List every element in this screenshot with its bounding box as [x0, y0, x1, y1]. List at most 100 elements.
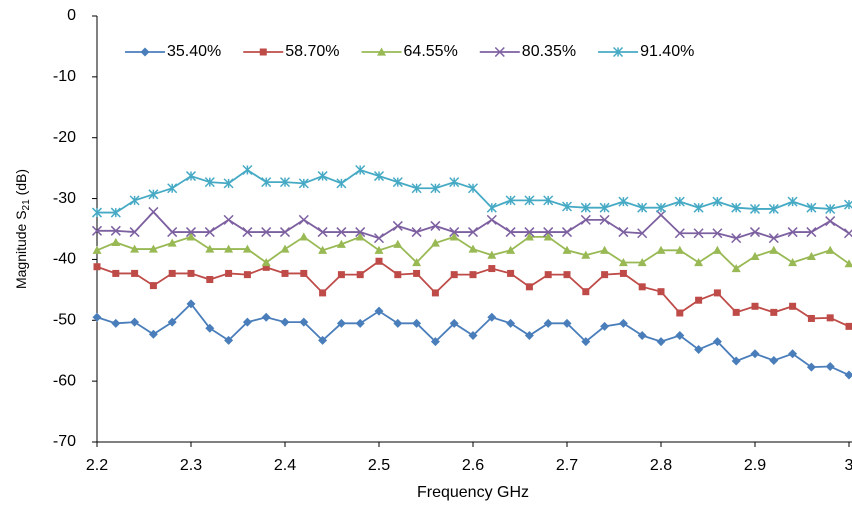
marker — [638, 283, 646, 291]
marker — [768, 203, 779, 214]
marker — [110, 207, 121, 218]
marker — [298, 178, 309, 189]
marker — [580, 214, 591, 225]
legend-label: 64.55% — [404, 43, 458, 60]
y-label-main: Magnitude S — [13, 210, 29, 289]
marker — [655, 202, 667, 213]
marker — [243, 271, 251, 279]
marker — [430, 337, 440, 347]
marker — [167, 227, 178, 238]
marker — [355, 164, 366, 175]
marker — [825, 245, 835, 254]
legend-marker — [140, 47, 150, 57]
y-tick-label: -70 — [53, 433, 76, 450]
marker — [599, 214, 610, 225]
x-axis-label: Frequency GHz — [417, 484, 529, 501]
marker — [167, 183, 178, 194]
marker — [561, 227, 573, 238]
marker — [280, 317, 290, 327]
marker — [806, 202, 817, 213]
marker — [749, 227, 761, 238]
marker — [712, 196, 723, 207]
marker — [525, 283, 533, 291]
marker — [713, 289, 721, 297]
marker — [789, 302, 797, 310]
y-tick-label: -40 — [53, 251, 76, 268]
marker — [524, 331, 534, 340]
marker — [694, 344, 704, 354]
marker — [487, 312, 497, 322]
marker — [148, 244, 158, 253]
marker — [731, 233, 742, 244]
marker — [601, 271, 609, 279]
marker — [111, 318, 121, 328]
marker — [129, 195, 140, 206]
series-line — [96, 235, 850, 270]
marker — [637, 331, 647, 340]
marker — [844, 370, 852, 380]
marker — [732, 308, 740, 316]
marker — [262, 263, 270, 271]
marker — [563, 271, 571, 279]
legend-label: 91.40% — [640, 43, 694, 60]
marker — [224, 335, 234, 345]
legend-label: 58.70% — [285, 43, 339, 60]
marker — [806, 362, 816, 372]
marker — [543, 227, 554, 238]
marker — [449, 177, 460, 188]
marker — [619, 269, 627, 277]
legend-label: 80.35% — [522, 43, 576, 60]
marker — [825, 362, 835, 372]
marker — [486, 202, 497, 213]
marker — [223, 178, 234, 189]
marker — [148, 329, 158, 339]
marker — [185, 171, 197, 182]
marker — [506, 245, 516, 254]
marker — [581, 250, 591, 259]
legend-marker — [613, 46, 624, 58]
marker — [769, 245, 779, 254]
marker — [806, 227, 817, 238]
marker — [168, 269, 176, 277]
marker — [694, 257, 704, 267]
series-line — [97, 210, 850, 240]
marker — [317, 227, 328, 238]
marker — [488, 265, 496, 273]
marker — [317, 171, 328, 182]
marker — [279, 227, 291, 238]
marker — [242, 164, 253, 175]
marker — [843, 199, 852, 210]
marker — [449, 227, 460, 238]
marker — [731, 202, 742, 213]
marker — [167, 238, 177, 247]
marker — [524, 232, 534, 241]
marker — [695, 296, 703, 304]
marker — [657, 288, 665, 296]
marker — [600, 321, 610, 331]
marker — [319, 289, 327, 297]
marker — [373, 233, 385, 244]
marker — [392, 177, 403, 188]
marker — [187, 269, 195, 277]
marker — [430, 183, 441, 194]
marker — [506, 318, 516, 328]
marker — [336, 227, 347, 238]
marker — [600, 245, 610, 254]
marker — [843, 228, 852, 239]
marker — [185, 227, 197, 238]
marker — [355, 232, 365, 241]
marker — [769, 355, 779, 365]
marker — [618, 257, 628, 267]
marker — [449, 232, 459, 241]
marker — [412, 257, 422, 267]
marker — [712, 245, 722, 254]
y-tick-label: -10 — [53, 68, 76, 85]
marker — [770, 308, 778, 316]
marker — [468, 331, 478, 340]
marker — [186, 232, 196, 241]
y-label-unit-text: (dB) — [13, 169, 29, 195]
marker — [562, 318, 572, 328]
marker — [111, 237, 121, 246]
marker — [599, 202, 610, 213]
